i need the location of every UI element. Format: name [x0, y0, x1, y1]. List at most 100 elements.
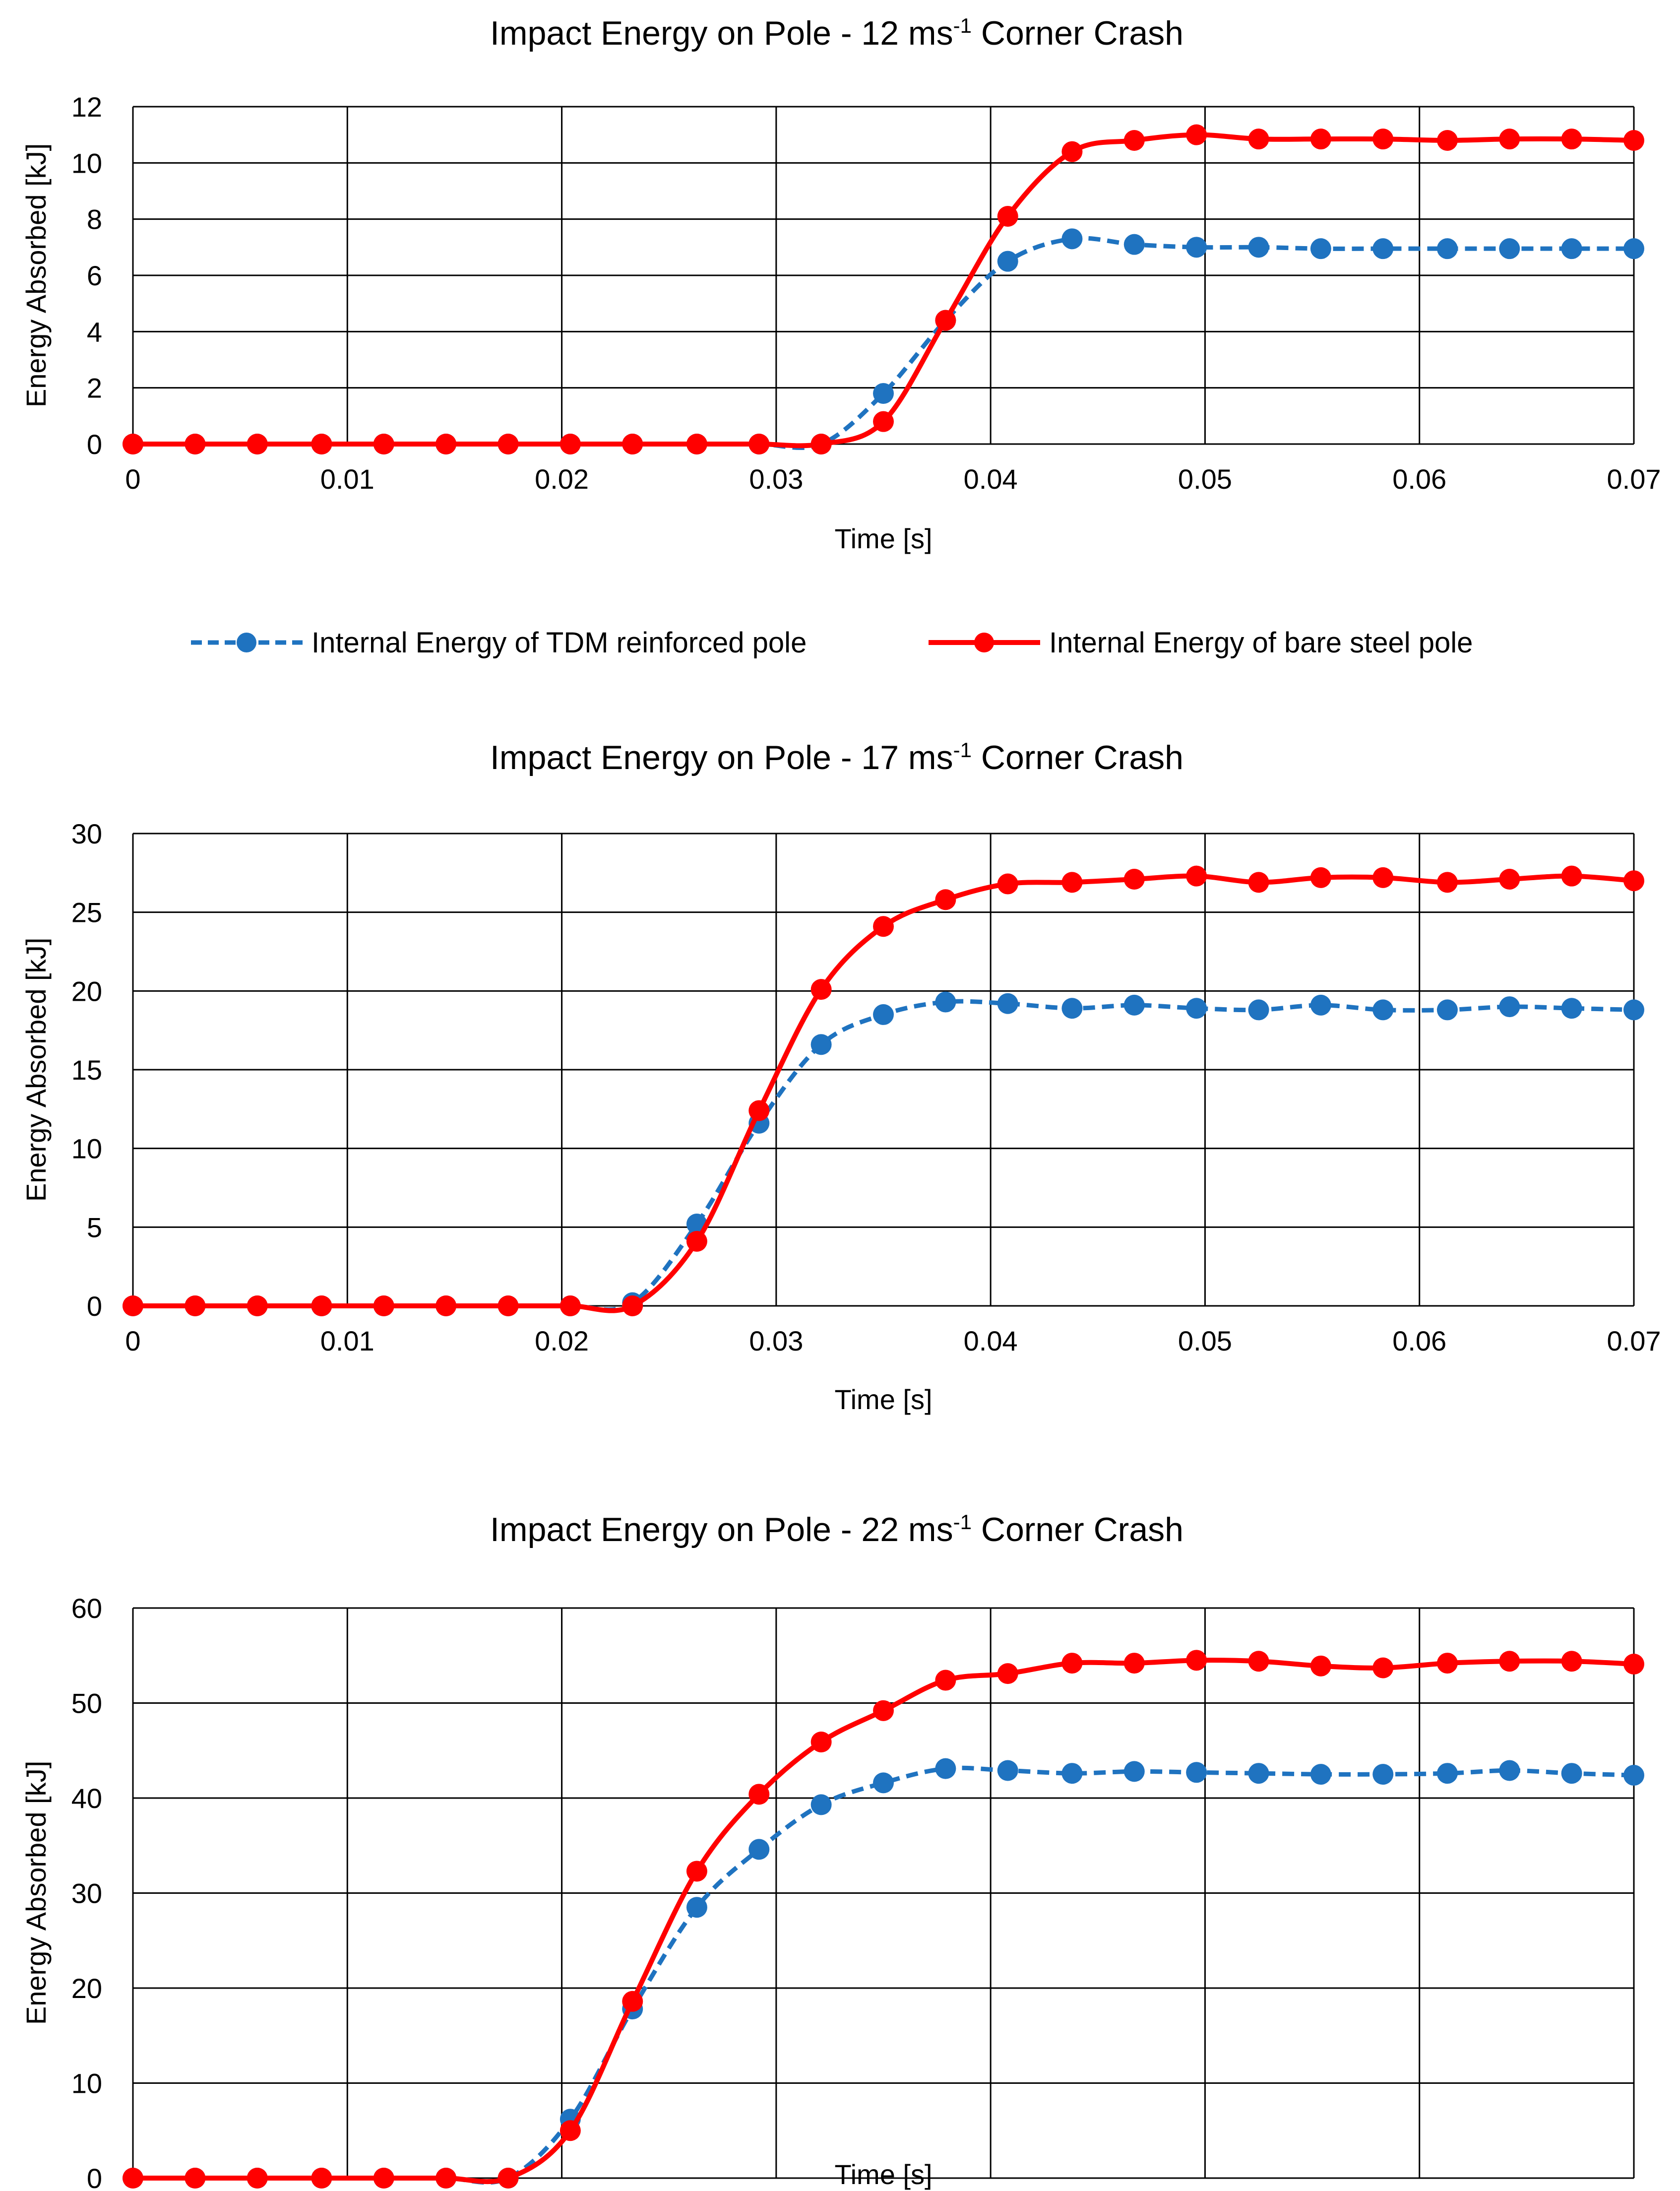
bare-data-point — [1623, 130, 1644, 151]
bare-data-point — [622, 434, 643, 454]
x-tick-label: 0.07 — [1607, 1325, 1661, 1356]
bare-data-point — [373, 2168, 394, 2189]
bare-data-point — [1310, 867, 1331, 888]
bare-data-point — [686, 434, 707, 454]
tdm-data-point — [1186, 998, 1207, 1019]
x-tick-label: 0.02 — [535, 463, 589, 495]
tdm-data-point — [1499, 1760, 1520, 1781]
bare-data-point — [1372, 867, 1394, 888]
x-tick-label: 0.04 — [964, 463, 1018, 495]
y-tick-label: 10 — [71, 1133, 102, 1164]
bare-data-point — [560, 1295, 581, 1316]
tdm-data-point — [1123, 1761, 1145, 1782]
x-tick-label: 0.05 — [1178, 1325, 1232, 1356]
x-axis-label: Time [s] — [834, 1384, 932, 1415]
bare-data-point — [1061, 1653, 1083, 1674]
tdm-series-line — [133, 1765, 1634, 2185]
y-tick-label: 8 — [87, 204, 102, 235]
bare-data-point — [1561, 129, 1582, 150]
x-tick-label: 0.03 — [749, 1325, 803, 1356]
tdm-data-point — [1436, 1763, 1458, 1784]
tdm-data-point — [810, 1034, 832, 1055]
bare-data-point — [1061, 141, 1083, 162]
chart-12ms: Impact Energy on Pole - 12 ms-1 Corner C… — [20, 14, 1661, 554]
bare-data-point — [810, 1732, 832, 1753]
chart-title: Impact Energy on Pole - 22 ms-1 Corner C… — [490, 1510, 1183, 1548]
bare-data-point — [436, 1295, 457, 1316]
bare-data-point — [1186, 124, 1207, 145]
bare-data-point — [622, 1991, 643, 2012]
chart-title: Impact Energy on Pole - 12 ms-1 Corner C… — [490, 14, 1183, 52]
x-tick-label: 0.02 — [535, 1325, 589, 1356]
x-axis-label: Time [s] — [834, 2159, 932, 2190]
legend-tdm-label: Internal Energy of TDM reinforced pole — [311, 627, 807, 659]
y-tick-label: 30 — [71, 1878, 102, 1909]
tdm-data-point — [873, 1772, 894, 1794]
bare-data-point — [748, 1784, 770, 1805]
x-tick-label: 0.04 — [964, 1325, 1018, 1356]
x-tick-label: 0.03 — [749, 463, 803, 495]
bare-data-point — [810, 434, 832, 454]
bare-data-point — [1248, 872, 1269, 893]
bare-data-point — [1372, 1657, 1394, 1678]
tdm-data-point — [873, 1004, 894, 1025]
y-tick-label: 25 — [71, 897, 102, 928]
bare-data-point — [373, 1295, 394, 1316]
tdm-data-point — [1186, 237, 1207, 258]
bare-data-point — [247, 1295, 268, 1316]
bare-data-point — [1499, 1651, 1520, 1672]
bare-data-point — [1436, 872, 1458, 893]
y-tick-label: 5 — [87, 1212, 102, 1243]
bare-data-point — [1310, 1655, 1331, 1676]
bare-data-point — [1623, 1653, 1644, 1675]
tdm-data-point — [1248, 237, 1269, 258]
bare-data-point — [873, 916, 894, 937]
y-axis-label: Energy Absorbed [kJ] — [20, 1761, 52, 2025]
bare-data-point — [247, 2168, 268, 2189]
y-axis-label: Energy Absorbed [kJ] — [20, 143, 52, 407]
y-tick-label: 6 — [87, 260, 102, 291]
tdm-data-point — [1186, 1762, 1207, 1783]
tdm-data-point — [1436, 238, 1458, 259]
bare-data-point — [185, 2168, 206, 2189]
tdm-data-point — [935, 1758, 956, 1779]
bare-data-point — [1123, 1653, 1145, 1674]
bare-data-point — [935, 1670, 956, 1691]
tdm-data-point — [1561, 1763, 1582, 1784]
bare-data-point — [560, 434, 581, 454]
chart-17ms: Impact Energy on Pole - 17 ms-1 Corner C… — [20, 738, 1661, 1415]
bare-data-point — [123, 434, 143, 454]
tdm-data-point — [1623, 238, 1644, 259]
bare-data-point — [185, 434, 206, 454]
x-tick-label: 0 — [125, 1325, 140, 1356]
tdm-data-point — [1310, 994, 1331, 1016]
y-tick-label: 20 — [71, 1973, 102, 2004]
x-axis-label: Time [s] — [834, 523, 932, 554]
x-tick-label: 0.05 — [1178, 463, 1232, 495]
legend: Internal Energy of TDM reinforced pole I… — [191, 627, 1473, 659]
bare-data-point — [1061, 872, 1083, 893]
y-tick-label: 0 — [87, 1290, 102, 1322]
bare-data-point — [686, 1861, 707, 1882]
y-axis-label: Energy Absorbed [kJ] — [20, 938, 52, 1202]
tdm-data-point — [1061, 1763, 1083, 1784]
x-tick-label: 0.01 — [320, 1325, 374, 1356]
bare-data-point — [748, 1100, 770, 1121]
x-tick-label: 0.06 — [1392, 463, 1446, 495]
bare-data-point — [1310, 129, 1331, 150]
bare-data-point — [1436, 1653, 1458, 1674]
tdm-data-point — [1248, 999, 1269, 1021]
bare-data-point — [498, 1295, 519, 1316]
bare-data-point — [1561, 1651, 1582, 1672]
bare-data-point — [935, 310, 956, 331]
bare-data-point — [1123, 130, 1145, 151]
y-tick-label: 60 — [71, 1593, 102, 1624]
bare-data-point — [622, 1295, 643, 1316]
bare-data-point — [436, 434, 457, 454]
y-tick-label: 50 — [71, 1688, 102, 1719]
tdm-data-point — [1561, 998, 1582, 1019]
tdm-data-point — [997, 1760, 1018, 1781]
bare-data-point — [935, 889, 956, 910]
bare-data-point — [1372, 129, 1394, 150]
